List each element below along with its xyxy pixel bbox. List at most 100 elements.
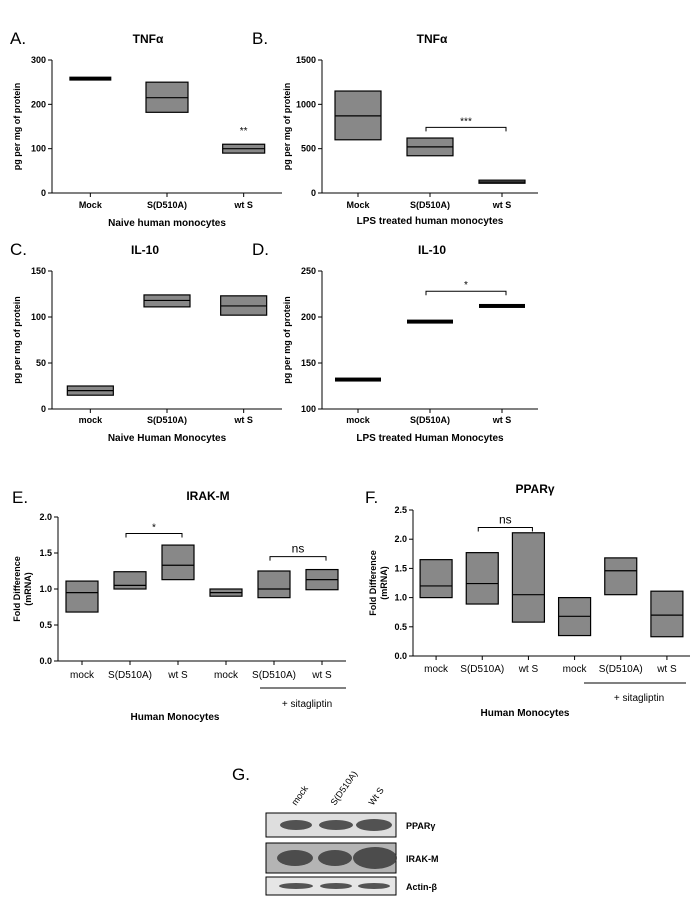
blot-band bbox=[277, 850, 313, 866]
chart-title: PPARγ bbox=[515, 482, 554, 496]
y-tick-label: 1000 bbox=[296, 99, 316, 109]
y-axis-label: pg per mg of protein bbox=[12, 83, 22, 171]
y-tick-label: 50 bbox=[36, 358, 46, 368]
category-label: mock bbox=[563, 664, 588, 675]
significance-mark: ** bbox=[240, 126, 248, 137]
significance-label: ns bbox=[292, 542, 305, 556]
y-axis-label-line: Fold Difference bbox=[368, 550, 378, 616]
blot-row-label: PPARγ bbox=[406, 821, 435, 831]
lane-label: S(D510A) bbox=[328, 769, 359, 807]
category-label: S(D510A) bbox=[410, 415, 450, 425]
category-label: wt S bbox=[233, 415, 253, 425]
box-mark bbox=[604, 557, 638, 596]
x-axis-label: Naive human monocytes bbox=[108, 218, 226, 229]
panel-label: A. bbox=[10, 29, 26, 48]
category-label: S(D510A) bbox=[460, 664, 504, 675]
y-axis-label: Fold Difference(mRNA) bbox=[12, 556, 33, 622]
panel-label: F. bbox=[365, 488, 378, 507]
box-mark bbox=[465, 552, 499, 605]
lane-label: Wt S bbox=[366, 785, 385, 807]
box-mark bbox=[65, 580, 99, 613]
y-tick-label: 1.0 bbox=[39, 584, 52, 594]
significance-bracket bbox=[477, 527, 533, 532]
category-label: wt S bbox=[656, 664, 677, 675]
y-axis-label: pg per mg of protein bbox=[282, 83, 292, 171]
group-label: + sitagliptin bbox=[282, 699, 332, 710]
box-mark bbox=[69, 76, 112, 81]
category-label: S(D510A) bbox=[599, 664, 643, 675]
blot-band bbox=[279, 883, 313, 889]
panel-label: E. bbox=[12, 488, 28, 507]
blot-band bbox=[358, 883, 390, 889]
panel-label: B. bbox=[252, 29, 268, 48]
significance-label: * bbox=[152, 523, 156, 534]
y-tick-label: 200 bbox=[301, 312, 316, 322]
blot-band bbox=[353, 847, 397, 869]
y-axis-label: pg per mg of protein bbox=[12, 296, 22, 384]
category-label: S(D510A) bbox=[252, 670, 296, 681]
box-mark bbox=[113, 571, 147, 590]
blot-band bbox=[280, 820, 312, 830]
significance-bracket bbox=[425, 290, 507, 296]
blot-row-label: IRAK-M bbox=[406, 854, 439, 864]
category-label: Mock bbox=[79, 200, 103, 210]
box-mark bbox=[407, 319, 453, 324]
x-axis-label: LPS treated Human Monocytes bbox=[356, 433, 504, 444]
significance-bracket bbox=[125, 533, 183, 538]
chart-title: IL-10 bbox=[131, 243, 159, 257]
category-label: S(D510A) bbox=[108, 670, 152, 681]
significance-label: *** bbox=[460, 116, 472, 127]
category-label: mock bbox=[70, 670, 95, 681]
category-label: wt S bbox=[167, 670, 188, 681]
group-label: + sitagliptin bbox=[614, 693, 664, 704]
lane-label: mock bbox=[289, 783, 310, 807]
western-blot: G. mock S(D510A) Wt S PPARγ IRAK-M Actin-β bbox=[232, 765, 439, 896]
y-tick-label: 100 bbox=[31, 312, 46, 322]
y-axis-label-line: Fold Difference bbox=[12, 556, 22, 622]
chart-panel-f: F. PPARγ 0.0 0.5 1.0 1.5 2.0 2.5 Fold Difference… bbox=[365, 482, 690, 719]
box-mark bbox=[479, 303, 525, 308]
box-mark bbox=[257, 570, 291, 599]
category-label: mock bbox=[214, 670, 239, 681]
y-tick-label: 150 bbox=[31, 266, 46, 276]
y-tick-label: 100 bbox=[301, 404, 316, 414]
significance-label: * bbox=[464, 280, 468, 291]
blot-band bbox=[320, 883, 352, 889]
chart-panel-b: B. TNFα 0 500 1000 1500 pg per mg of protein Mo… bbox=[252, 29, 538, 227]
chart-panel-a: A. TNFα 0 100 200 300 pg per mg of protein Mock… bbox=[10, 29, 282, 229]
box-mark bbox=[419, 559, 453, 599]
blot-band bbox=[356, 819, 392, 831]
category-label: S(D510A) bbox=[410, 200, 450, 210]
y-tick-label: 2.0 bbox=[39, 512, 52, 522]
significance-bracket bbox=[425, 126, 507, 132]
y-tick-label: 0.5 bbox=[39, 620, 52, 630]
y-tick-label: 0 bbox=[41, 404, 46, 414]
category-label: wt S bbox=[492, 415, 512, 425]
y-tick-label: 100 bbox=[31, 144, 46, 154]
category-label: mock bbox=[79, 415, 104, 425]
chart-title: IL-10 bbox=[418, 243, 446, 257]
panel-label: D. bbox=[252, 240, 269, 259]
x-axis-label: Human Monocytes bbox=[481, 708, 570, 719]
y-tick-label: 500 bbox=[301, 144, 316, 154]
y-tick-label: 1500 bbox=[296, 55, 316, 65]
box-mark bbox=[335, 377, 381, 382]
y-tick-label: 250 bbox=[301, 266, 316, 276]
y-tick-label: 1.5 bbox=[39, 548, 52, 558]
category-label: mock bbox=[424, 664, 449, 675]
chart-title: TNFα bbox=[133, 32, 164, 46]
y-tick-label: 200 bbox=[31, 99, 46, 109]
category-label: S(D510A) bbox=[147, 200, 187, 210]
y-tick-label: 0 bbox=[311, 188, 316, 198]
blot-band bbox=[319, 820, 353, 830]
y-axis-label-line: (mRNA) bbox=[379, 566, 389, 600]
y-tick-label: 0.0 bbox=[394, 651, 407, 661]
x-axis-label: Naive Human Monocytes bbox=[108, 433, 227, 444]
category-label: mock bbox=[346, 415, 371, 425]
blot-band bbox=[318, 850, 352, 866]
y-tick-label: 2.5 bbox=[394, 505, 407, 515]
y-axis-label: pg per mg of protein bbox=[282, 296, 292, 384]
y-tick-label: 1.0 bbox=[394, 593, 407, 603]
chart-panel-d: D. IL-10 100 150 200 250 pg per mg of protein m… bbox=[252, 240, 538, 444]
significance-bracket bbox=[269, 556, 327, 561]
